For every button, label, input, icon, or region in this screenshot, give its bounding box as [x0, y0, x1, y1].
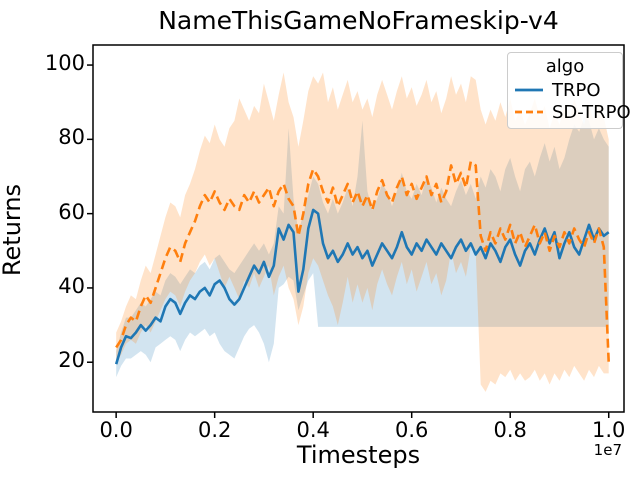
legend-label-trpo: TRPO — [552, 79, 601, 101]
y-tick-label: 100 — [44, 51, 85, 76]
confidence-bands — [116, 72, 609, 392]
chart-title: NameThisGameNoFrameskip-v4 — [158, 6, 559, 35]
legend-entry-trpo: TRPO — [514, 79, 616, 101]
y-tick-label: 20 — [58, 348, 85, 373]
series-line-sd-trpo — [115, 160, 610, 363]
x-axis-offset-label: 1e7 — [593, 441, 622, 459]
x-tick-label: 1.0 — [592, 418, 626, 442]
legend-label-sd-trpo: SD-TRPO — [552, 101, 631, 123]
y-axis-label: Returns — [0, 183, 26, 277]
trpo-line-swatch — [515, 88, 543, 92]
x-axis-label: Timesteps — [296, 441, 421, 469]
x-tick-label: 0.8 — [493, 418, 527, 442]
x-tick-label: 0.6 — [394, 418, 429, 442]
legend-entry-sd-trpo: SD-TRPO — [514, 101, 631, 123]
sd-trpo-line-swatch — [515, 110, 543, 114]
y-tick-label: 60 — [58, 199, 85, 224]
y-tick-label: 80 — [58, 125, 85, 150]
x-tick-label: 0.4 — [296, 418, 330, 442]
tick-marks — [87, 64, 610, 418]
legend: algo TRPO SD-TRPO — [507, 52, 631, 129]
series-line-trpo — [114, 208, 610, 365]
legend-title: algo — [545, 56, 585, 77]
axes-spines — [92, 44, 625, 413]
y-tick-label: 40 — [58, 273, 85, 298]
x-tick-label: 0.2 — [197, 418, 232, 442]
series-lines — [114, 160, 610, 365]
x-tick-label: 0.0 — [99, 418, 133, 442]
